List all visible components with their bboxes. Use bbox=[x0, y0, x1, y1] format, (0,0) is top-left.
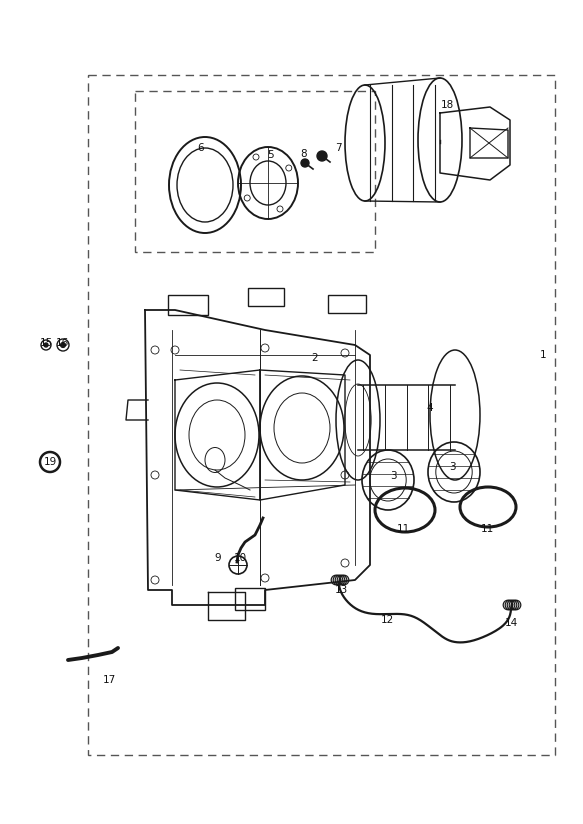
Bar bbox=[135, 91, 375, 252]
Circle shape bbox=[61, 343, 65, 348]
Text: 2: 2 bbox=[312, 353, 318, 363]
Text: 6: 6 bbox=[198, 143, 204, 153]
Text: 11: 11 bbox=[396, 524, 410, 534]
Text: 17: 17 bbox=[103, 675, 115, 685]
Text: 10: 10 bbox=[233, 553, 247, 563]
Bar bbox=[248, 288, 284, 306]
Text: 11: 11 bbox=[480, 524, 494, 534]
Text: 18: 18 bbox=[440, 100, 454, 110]
Bar bbox=[328, 295, 366, 313]
Circle shape bbox=[301, 159, 309, 167]
Text: 19: 19 bbox=[43, 457, 57, 467]
Bar bbox=[88, 75, 555, 755]
Text: 5: 5 bbox=[266, 150, 273, 160]
Bar bbox=[168, 295, 208, 315]
Circle shape bbox=[317, 151, 327, 161]
Text: 7: 7 bbox=[335, 143, 341, 153]
Circle shape bbox=[44, 343, 48, 347]
Text: 13: 13 bbox=[335, 585, 347, 595]
Text: 12: 12 bbox=[380, 615, 394, 625]
Text: 1: 1 bbox=[540, 350, 546, 360]
Text: 9: 9 bbox=[215, 553, 222, 563]
Text: 3: 3 bbox=[449, 462, 455, 472]
Text: 4: 4 bbox=[427, 403, 433, 413]
Text: 16: 16 bbox=[55, 338, 69, 348]
Text: 14: 14 bbox=[504, 618, 518, 628]
Bar bbox=[235, 588, 265, 610]
Text: 15: 15 bbox=[40, 338, 52, 348]
Text: 8: 8 bbox=[301, 149, 307, 159]
Text: 3: 3 bbox=[389, 471, 396, 481]
